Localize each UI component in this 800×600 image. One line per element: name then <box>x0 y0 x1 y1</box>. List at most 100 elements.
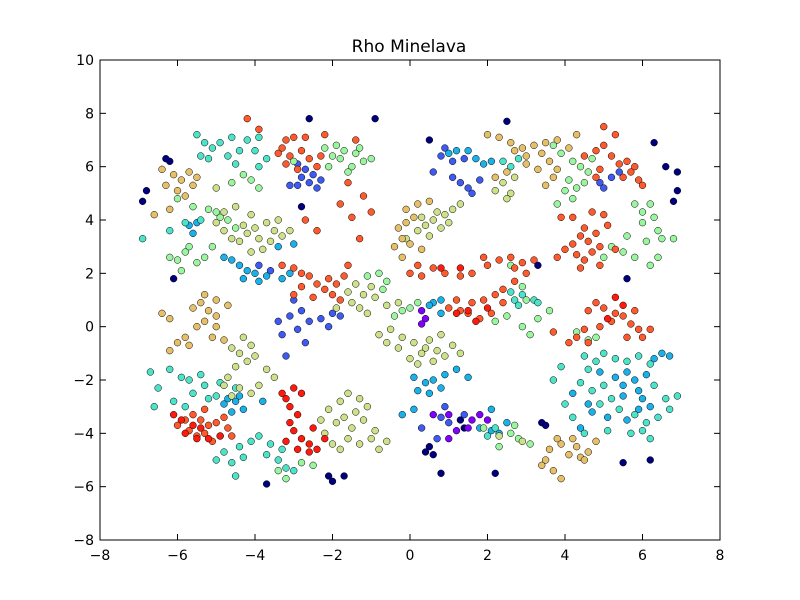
data-point <box>173 187 182 195</box>
data-point <box>181 219 189 227</box>
data-point <box>611 293 620 301</box>
data-point <box>592 147 600 155</box>
data-point <box>607 152 616 160</box>
data-point <box>297 459 306 467</box>
data-point <box>425 389 434 397</box>
data-point <box>290 384 298 392</box>
data-point <box>429 168 437 176</box>
data-point <box>247 176 255 184</box>
data-point <box>437 264 445 272</box>
data-point <box>297 307 306 315</box>
data-point <box>638 208 647 216</box>
data-point <box>603 221 612 229</box>
x-tick-label: −2 <box>322 548 343 564</box>
data-point <box>468 269 476 277</box>
data-point <box>383 339 391 347</box>
data-point <box>297 269 306 277</box>
data-point <box>437 413 445 421</box>
data-point <box>355 304 364 312</box>
data-point <box>514 155 523 163</box>
y-tick-label: −2 <box>73 373 94 389</box>
data-point <box>231 397 240 405</box>
data-point <box>658 235 666 243</box>
data-point <box>321 131 329 139</box>
data-point <box>503 195 511 203</box>
data-point <box>262 451 271 459</box>
data-point <box>301 339 310 347</box>
data-point <box>309 461 317 469</box>
y-tick-label: −4 <box>73 426 94 442</box>
data-point <box>588 248 596 256</box>
data-point <box>464 147 472 155</box>
data-point <box>290 427 298 435</box>
data-point <box>638 181 647 189</box>
data-point <box>204 155 213 163</box>
data-point <box>646 325 654 333</box>
data-point <box>197 371 205 379</box>
data-point <box>623 333 631 341</box>
data-point <box>445 419 453 427</box>
data-point <box>193 173 201 181</box>
data-point <box>518 437 527 445</box>
data-point <box>569 157 577 165</box>
data-point <box>557 475 565 483</box>
data-point <box>274 317 282 325</box>
data-point <box>235 349 244 357</box>
data-point <box>204 307 213 315</box>
data-point <box>553 200 561 208</box>
data-point <box>417 272 426 280</box>
data-point <box>282 437 290 445</box>
data-point <box>572 333 581 341</box>
data-point <box>189 229 197 237</box>
data-point <box>305 115 313 123</box>
data-point <box>421 221 430 229</box>
data-point <box>154 384 162 392</box>
data-point <box>588 208 596 216</box>
data-point <box>247 211 255 219</box>
data-point <box>584 168 592 176</box>
data-point <box>278 445 286 453</box>
data-point <box>394 299 403 307</box>
data-point <box>662 163 670 171</box>
data-point <box>491 317 499 325</box>
data-point <box>185 376 193 384</box>
data-point <box>328 291 337 299</box>
data-point <box>363 403 372 411</box>
data-point <box>452 365 461 373</box>
data-point <box>212 208 220 216</box>
data-point <box>286 152 294 160</box>
data-point <box>472 317 480 325</box>
y-tick-label: −6 <box>73 480 94 496</box>
data-point <box>611 309 620 317</box>
data-point <box>479 160 488 168</box>
data-point <box>197 152 205 160</box>
data-point <box>262 272 271 280</box>
data-point <box>460 155 468 163</box>
data-point <box>507 429 515 437</box>
data-point <box>158 309 166 317</box>
data-point <box>231 472 240 480</box>
data-point <box>150 211 158 219</box>
data-point <box>309 293 317 301</box>
data-point <box>375 445 383 453</box>
data-point <box>623 232 631 240</box>
data-point <box>332 419 341 427</box>
data-point <box>619 381 627 389</box>
data-point <box>518 144 527 152</box>
data-point <box>646 403 654 411</box>
data-point <box>433 208 441 216</box>
x-tick-label: 4 <box>561 548 570 564</box>
data-point <box>623 157 631 165</box>
x-tick-label: 8 <box>716 548 725 564</box>
data-point <box>468 416 476 424</box>
data-point <box>534 315 542 323</box>
data-point <box>328 440 337 448</box>
data-point <box>553 136 561 144</box>
data-point <box>510 147 519 155</box>
data-point <box>235 147 244 155</box>
data-point <box>297 389 306 397</box>
data-point <box>243 136 251 144</box>
data-point <box>402 219 410 227</box>
data-point <box>483 432 492 440</box>
data-point <box>514 301 523 309</box>
